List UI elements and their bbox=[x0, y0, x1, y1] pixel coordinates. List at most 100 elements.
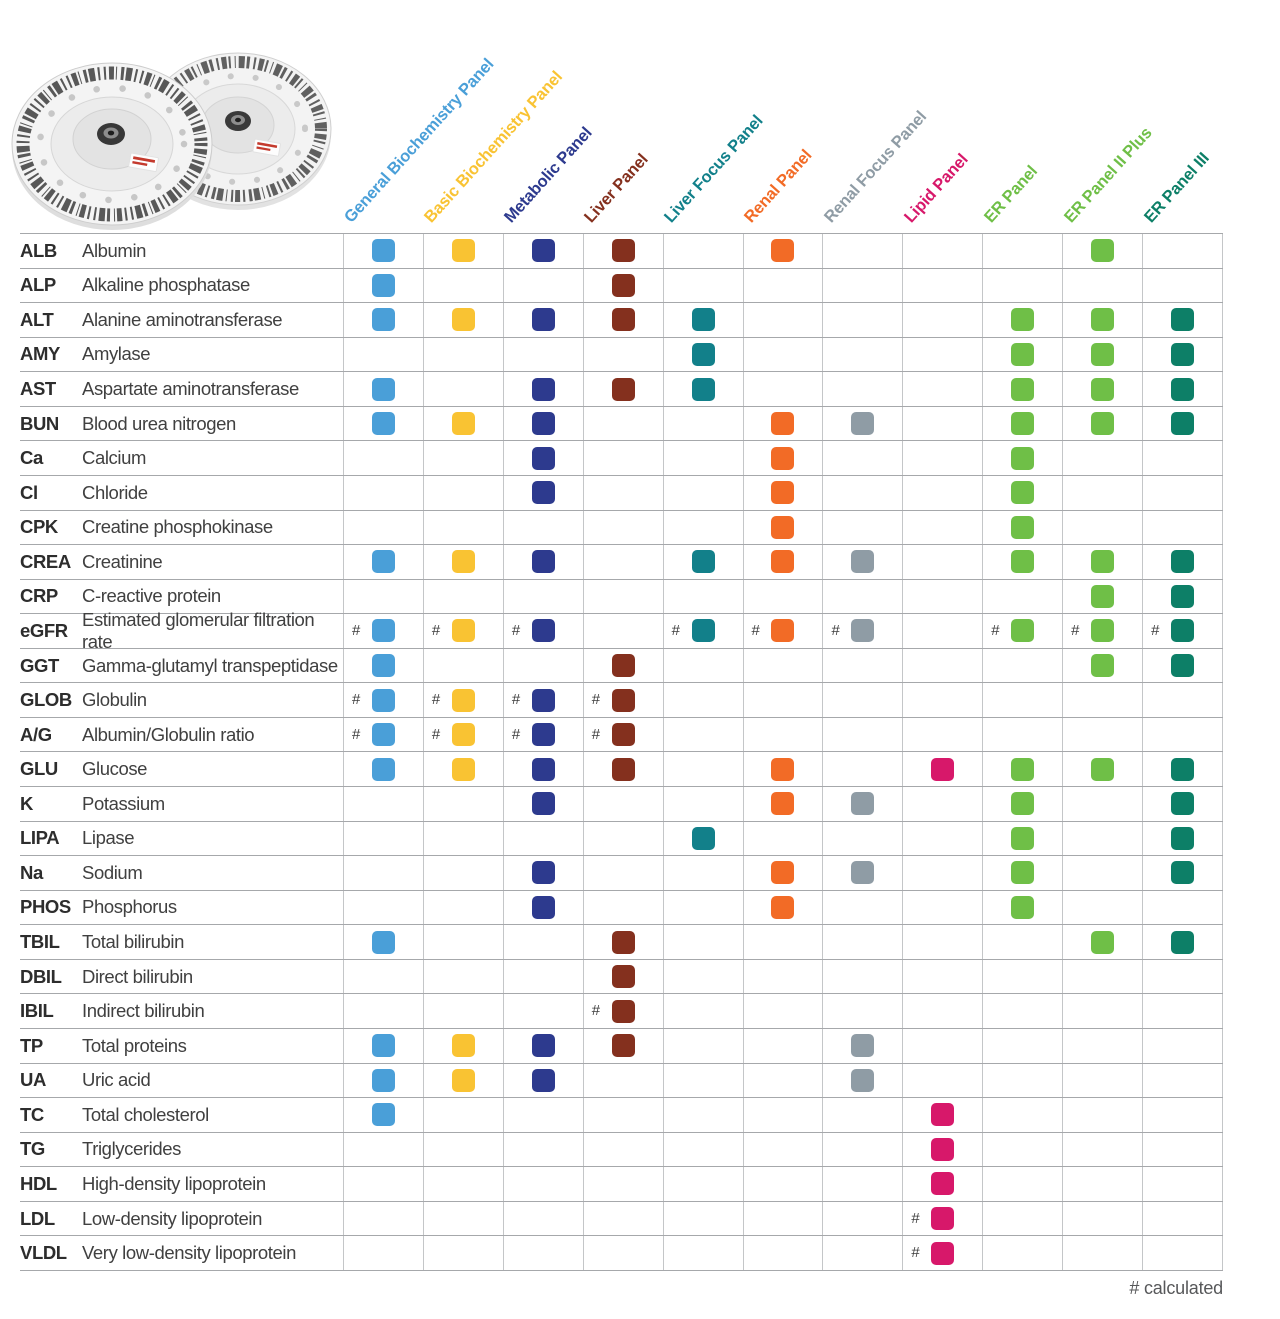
mark-square bbox=[531, 308, 555, 332]
analyte-abbreviation: CRP bbox=[20, 585, 58, 607]
analyte-name: High-density lipoprotein bbox=[82, 1172, 266, 1194]
mark-square bbox=[851, 550, 875, 574]
matrix-cell-phos-er-panel-ii-plus bbox=[1062, 890, 1142, 925]
matrix-cell-a-g-liver-focus-panel bbox=[662, 717, 743, 752]
matrix-cell-na-liver-panel bbox=[582, 856, 663, 890]
mark-square bbox=[371, 1103, 395, 1127]
mark-square bbox=[771, 481, 795, 505]
matrix-cell-egfr-er-panel-iii: # bbox=[1142, 614, 1222, 648]
analyte-name: Alkaline phosphatase bbox=[82, 274, 250, 296]
mark-cells bbox=[343, 1028, 1223, 1063]
mark-square bbox=[451, 757, 475, 781]
calculated-hash: # bbox=[591, 1002, 601, 1020]
mark-square bbox=[1091, 584, 1115, 608]
mark-square bbox=[371, 930, 395, 954]
calculated-hash: # bbox=[511, 622, 521, 640]
matrix-cell-crp-liver-panel bbox=[582, 579, 663, 614]
matrix-cell-cl-er-panel-ii-plus bbox=[1062, 475, 1142, 510]
mark-square bbox=[1011, 446, 1035, 470]
matrix-cell-tp-renal-focus-panel bbox=[822, 1028, 902, 1063]
matrix-cell-tbil-er-panel-iii bbox=[1142, 925, 1222, 959]
matrix-cell-k-er-panel-iii bbox=[1142, 787, 1222, 821]
matrix-cell-ibil-liver-panel: # bbox=[582, 994, 663, 1028]
matrix-cell-glu-lipid-panel bbox=[902, 752, 982, 786]
reagent-discs-image bbox=[11, 52, 332, 230]
matrix-cell-lipa-liver-focus-panel bbox=[662, 821, 743, 856]
mark-square bbox=[931, 757, 955, 781]
mark-cells bbox=[343, 441, 1223, 475]
matrix-cell-lipa-er-panel bbox=[982, 821, 1062, 856]
matrix-cell-tg-renal-focus-panel bbox=[822, 1132, 902, 1167]
matrix-cell-alp-er-panel-iii bbox=[1142, 268, 1222, 303]
matrix-cell-na-er-panel bbox=[982, 856, 1062, 890]
matrix-cell-cpk-basic-biochemistry-panel bbox=[422, 510, 503, 545]
matrix-cell-egfr-renal-panel: # bbox=[742, 614, 823, 648]
mark-square bbox=[771, 895, 795, 919]
matrix-cell-ldl-general-biochemistry-panel bbox=[343, 1201, 423, 1236]
matrix-cell-phos-renal-panel bbox=[742, 890, 823, 925]
analyte-abbreviation: Na bbox=[20, 861, 43, 883]
mark-square bbox=[611, 308, 635, 332]
mark-square bbox=[371, 1034, 395, 1058]
mark-cells: # bbox=[343, 1201, 1223, 1236]
matrix-cell-ua-renal-panel bbox=[742, 1063, 823, 1098]
table-row-ibil: IBIL Indirect bilirubin # bbox=[20, 994, 1223, 1029]
mark-cells bbox=[343, 959, 1223, 994]
matrix-cell-glob-liver-focus-panel bbox=[662, 683, 743, 717]
matrix-cell-crp-renal-panel bbox=[742, 579, 823, 614]
matrix-cell-alt-renal-focus-panel bbox=[822, 303, 902, 337]
mark-cells bbox=[343, 268, 1223, 303]
matrix-cell-ggt-er-panel-ii-plus bbox=[1062, 648, 1142, 683]
matrix-cell-egfr-renal-focus-panel: # bbox=[822, 614, 902, 648]
matrix-cell-tbil-liver-panel bbox=[582, 925, 663, 959]
analyte-name: Albumin bbox=[82, 239, 147, 261]
mark-square bbox=[531, 895, 555, 919]
analyte-name: C-reactive protein bbox=[82, 585, 221, 607]
column-header-lipid-panel: Lipid Panel bbox=[900, 150, 972, 227]
mark-cells: # bbox=[343, 1236, 1223, 1270]
matrix-cell-crea-general-biochemistry-panel bbox=[343, 545, 423, 579]
matrix-cell-ca-renal-panel bbox=[742, 441, 823, 475]
mark-square bbox=[931, 1137, 955, 1161]
matrix-cell-amy-liver-focus-panel bbox=[662, 337, 743, 372]
mark-cells bbox=[343, 1063, 1223, 1098]
mark-cells bbox=[343, 337, 1223, 372]
matrix-cell-dbil-basic-biochemistry-panel bbox=[422, 959, 503, 994]
matrix-cell-dbil-lipid-panel bbox=[902, 959, 982, 994]
mark-cells: # # # # # # # # # bbox=[343, 614, 1223, 648]
matrix-cell-phos-basic-biochemistry-panel bbox=[422, 890, 503, 925]
matrix-cell-cl-general-biochemistry-panel bbox=[343, 475, 423, 510]
analyte-name: Sodium bbox=[82, 861, 143, 883]
matrix-cell-bun-er-panel-ii-plus bbox=[1062, 406, 1142, 441]
matrix-cell-ggt-liver-focus-panel bbox=[662, 648, 743, 683]
matrix-cell-vldl-liver-focus-panel bbox=[662, 1236, 743, 1270]
matrix-cell-ibil-renal-focus-panel bbox=[822, 994, 902, 1028]
matrix-cell-tg-er-panel-iii bbox=[1142, 1132, 1222, 1167]
matrix-cell-ggt-general-biochemistry-panel bbox=[343, 648, 423, 683]
matrix-cell-alt-er-panel-ii-plus bbox=[1062, 303, 1142, 337]
mark-square bbox=[371, 757, 395, 781]
matrix-cell-glob-er-panel bbox=[982, 683, 1062, 717]
matrix-cell-bun-lipid-panel bbox=[902, 406, 982, 441]
matrix-cell-ggt-renal-focus-panel bbox=[822, 648, 902, 683]
matrix-cell-hdl-renal-focus-panel bbox=[822, 1167, 902, 1201]
analyte-abbreviation: ALT bbox=[20, 308, 54, 330]
mark-square bbox=[1011, 342, 1035, 366]
column-header-renal-panel: Renal Panel bbox=[740, 146, 816, 227]
matrix-cell-tbil-metabolic-panel bbox=[502, 925, 583, 959]
matrix-cell-vldl-basic-biochemistry-panel bbox=[422, 1236, 503, 1270]
analyte-name: Direct bilirubin bbox=[82, 965, 193, 987]
matrix-cell-cpk-er-panel-ii-plus bbox=[1062, 510, 1142, 545]
matrix-cell-tbil-renal-focus-panel bbox=[822, 925, 902, 959]
calculated-hash: # bbox=[431, 691, 441, 709]
matrix-cell-ldl-liver-panel bbox=[582, 1201, 663, 1236]
matrix-cell-alb-lipid-panel bbox=[902, 234, 982, 268]
table-row-crea: CREA Creatinine bbox=[20, 545, 1223, 580]
matrix-cell-glu-basic-biochemistry-panel bbox=[422, 752, 503, 786]
matrix-cell-tbil-renal-panel bbox=[742, 925, 823, 959]
matrix-cell-k-liver-focus-panel bbox=[662, 787, 743, 821]
matrix-cell-na-er-panel-ii-plus bbox=[1062, 856, 1142, 890]
mark-cells bbox=[343, 787, 1223, 821]
analyte-abbreviation: AMY bbox=[20, 343, 60, 365]
table-row-ggt: GGT Gamma-glutamyl transpeptidase bbox=[20, 648, 1223, 684]
